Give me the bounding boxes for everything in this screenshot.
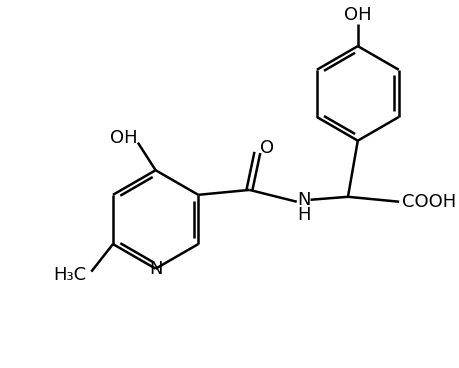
Text: N: N	[149, 260, 162, 278]
Text: OH: OH	[110, 129, 138, 147]
Text: COOH: COOH	[401, 193, 455, 211]
Text: OH: OH	[343, 6, 371, 24]
Text: N: N	[296, 191, 310, 209]
Text: H: H	[296, 206, 310, 223]
Text: H₃C: H₃C	[53, 266, 86, 284]
Text: O: O	[260, 139, 274, 156]
